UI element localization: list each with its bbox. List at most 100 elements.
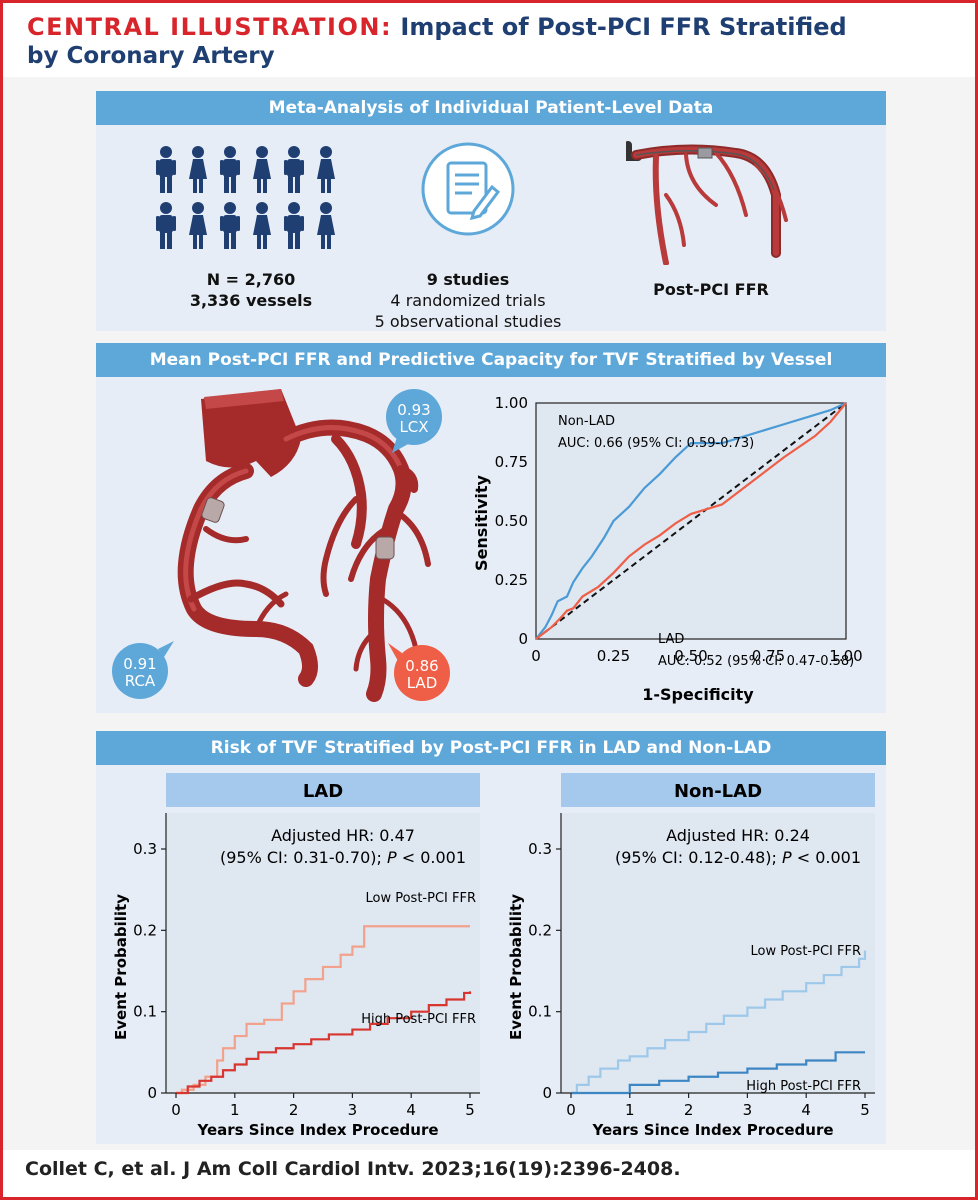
title-part-1: Impact of Post-PCI FFR Stratified [400,13,847,41]
callout-lcx-value: 0.93 [397,401,430,419]
roc-nonlad-label: Non-LAD [558,414,615,429]
roc-nonlad-auc: AUC: 0.66 (95% CI: 0.59-0.73) [558,436,754,451]
person-icon [284,202,304,249]
km-nonlad-p-label: P [782,848,792,867]
km-chart-nonlad: Non-LAD 0 0.1 0.2 0.3 0 1 2 3 4 5 Adjusted HR: 0… [507,773,875,1139]
km-nonlad-low-label: Low Post-PCI FFR [751,944,862,959]
km-lad-y-tick-label: 0.1 [133,1003,157,1021]
figure-body: Meta-Analysis of Individual Patient-Leve… [3,77,975,1150]
post-pci-ffr-label: Post-PCI FFR [653,280,769,299]
person-icon [156,146,176,193]
roc-series-lad [535,402,847,640]
title-part-2: by Coronary Artery [27,43,275,69]
km-lad-header [166,773,480,807]
coronary-tree-illustration [177,389,431,702]
km-lad-x-tick-label: 1 [230,1101,240,1119]
figure-header: CENTRAL ILLUSTRATION: Impact of Post-PCI… [3,3,975,77]
roc-reference-line [535,402,847,640]
km-lad-y-tick-label: 0 [147,1084,157,1102]
roc-y-axis-label: Sensitivity [472,474,491,570]
km-lad-x-tick-label: 5 [465,1101,475,1119]
km-lad-p-value: < 0.001 [397,848,466,867]
patient-count-block: N = 2,760 3,336 vessels [156,269,346,311]
km-nonlad-y-tick-label: 0.2 [528,921,552,939]
person-icon [189,146,207,193]
person-icon [253,202,271,249]
person-icon [253,146,271,193]
callout-lcx: 0.93 LCX [386,389,442,453]
km-nonlad-high-label: High Post-PCI FFR [746,1079,861,1094]
roc-chart: 0 0.25 0.50 0.75 1.00 0 0.25 0.50 0.75 1.00 Sens… [472,394,863,704]
km-nonlad-y-tick-label: 0.1 [528,1003,552,1021]
central-illustration-tag: CENTRAL ILLUSTRATION: [27,13,393,41]
citation: Collet C, et al. J Am Coll Cardiol Intv.… [25,1158,681,1180]
km-lad-series-high-post-pci-ffr [176,991,472,1095]
roc-x-tick-label: 0 [531,647,541,665]
roc-x-tick-label: 0.75 [752,647,785,665]
callout-lad-vessel: LAD [407,674,438,692]
km-lad-x-tick-label: 2 [289,1101,299,1119]
person-icon [220,146,240,193]
callout-lcx-vessel: LCX [399,418,428,436]
km-lad-x-tick-label: 3 [348,1101,358,1119]
roc-y-tick-label: 0.25 [495,571,528,589]
roc-series-non-lad [535,401,847,640]
document-edit-icon [421,142,515,236]
km-nonlad-ci-line: (95% CI: 0.12-0.48); P < 0.001 [615,848,861,867]
panel-meta-analysis-title: Meta-Analysis of Individual Patient-Leve… [96,91,886,125]
roc-lad-auc: AUC: 0.52 (95% CI: 0.47-0.58) [658,654,854,669]
km-nonlad-x-axis-label: Years Since Index Procedure [591,1121,833,1139]
roc-y-tick-label: 0.75 [495,453,528,471]
vessel-count: 3,336 vessels [189,291,313,310]
km-nonlad-x-tick-label: 1 [625,1101,635,1119]
roc-x-axis-label: 1-Specificity [642,685,754,704]
km-lad-series-low-post-pci-ffr [176,925,470,1095]
km-nonlad-y-tick-label: 0 [542,1084,552,1102]
study-count-block: 9 studies 4 randomized trials 5 observat… [358,269,578,332]
title-line-1: CENTRAL ILLUSTRATION: Impact of Post-PCI… [27,13,847,41]
km-nonlad-x-tick-label: 0 [566,1101,576,1119]
panel-vessel-ffr-title: Mean Post-PCI FFR and Predictive Capacit… [96,343,886,377]
km-nonlad-x-tick-label: 3 [743,1101,753,1119]
km-lad-x-axis-label: Years Since Index Procedure [196,1121,438,1139]
km-nonlad-series-low-post-pci-ffr [571,950,867,1095]
panel-meta-analysis: Meta-Analysis of Individual Patient-Leve… [96,91,886,331]
km-lad-high-label: High Post-PCI FFR [361,1012,476,1027]
callout-rca-vessel: RCA [125,672,156,690]
km-nonlad-plot-area [561,813,875,1093]
km-lad-ci-line: (95% CI: 0.31-0.70); P < 0.001 [220,848,466,867]
km-nonlad-title: Non-LAD [674,781,762,802]
person-icon [220,202,240,249]
roc-x-tick-label: 1.00 [829,647,862,665]
callout-lad: 0.86 LAD [388,643,450,701]
km-lad-y-axis-label: Event Probability [112,894,130,1040]
coronary-wire-illustration [626,141,788,265]
patient-count: N = 2,760 [206,270,296,289]
panel-tvf-risk: Risk of TVF Stratified by Post-PCI FFR i… [96,731,886,1144]
km-nonlad-header [561,773,875,807]
km-nonlad-x-tick-label: 4 [801,1101,811,1119]
km-lad-y-tick-label: 0.3 [133,840,157,858]
roc-lad-label: LAD [658,632,684,647]
km-lad-p-label: P [387,848,397,867]
roc-y-tick-label: 0.50 [495,512,528,530]
observational-studies: 5 observational studies [374,312,562,331]
km-lad-x-tick-label: 0 [171,1101,181,1119]
km-lad-low-label: Low Post-PCI FFR [366,891,477,906]
person-icon [189,202,207,249]
person-icon [317,202,335,249]
callout-rca: 0.91 RCA [112,641,174,699]
callout-rca-value: 0.91 [123,655,156,673]
km-nonlad-ci: (95% CI: 0.12-0.48); [615,848,777,867]
study-count: 9 studies [426,270,510,289]
km-lad-title: LAD [303,781,343,802]
km-lad-y-tick-label: 0.2 [133,921,157,939]
km-nonlad-x-tick-label: 5 [860,1101,870,1119]
roc-x-tick-label: 0.25 [597,647,630,665]
km-lad-hr: Adjusted HR: 0.47 [271,826,415,845]
roc-y-tick-label: 0 [518,630,528,648]
km-nonlad-x-tick-label: 2 [684,1101,694,1119]
callout-lad-value: 0.86 [405,657,438,675]
